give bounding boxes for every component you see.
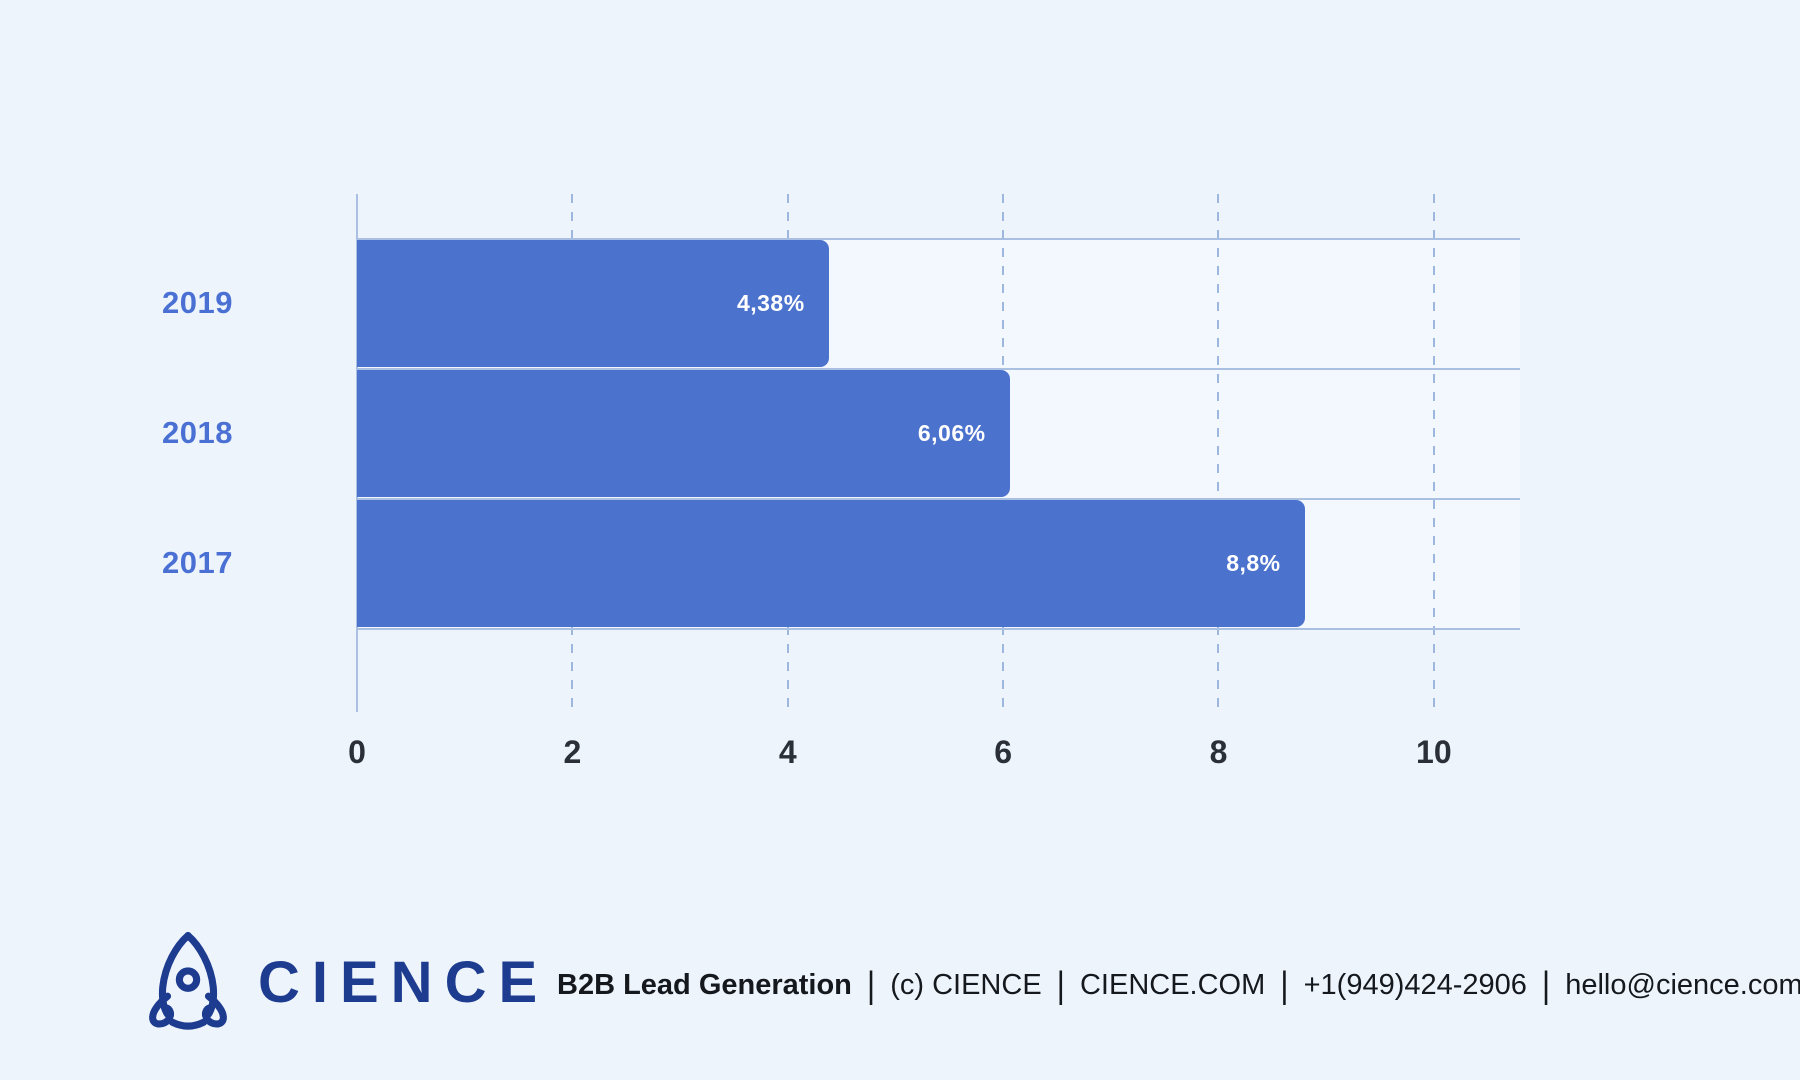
- footer-separator: |: [1056, 963, 1065, 1006]
- footer-info-line: B2B Lead Generation | (c) CIENCE | CIENC…: [557, 962, 1800, 1008]
- x-tick-label: 10: [1416, 734, 1452, 770]
- bar-2018: 6,06%: [357, 370, 1010, 497]
- gridline-horizontal: [357, 368, 1520, 370]
- footer-separator: |: [1541, 963, 1551, 1006]
- footer-website: CIENCE.COM: [1079, 968, 1266, 1001]
- y-axis-labels: 2019 2018 2017: [0, 194, 295, 712]
- category-label-2017: 2017: [162, 545, 233, 580]
- bar-2017: 8,8%: [357, 500, 1305, 627]
- bar-value-label: 4,38%: [736, 290, 805, 316]
- x-tick-label: 8: [1209, 734, 1228, 770]
- footer-copyright: (c) CIENCE: [890, 968, 1042, 1001]
- rocket-icon: [149, 931, 227, 1030]
- footer-tagline: B2B Lead Generation: [557, 968, 852, 1001]
- cience-logo: CIENCE: [140, 930, 549, 1034]
- brand-wordmark: CIENCE: [258, 949, 550, 1015]
- gridline-horizontal: [357, 498, 1520, 500]
- bar-value-label: 6,06%: [917, 420, 986, 446]
- x-tick-label: 4: [778, 734, 797, 770]
- gridline-horizontal: [357, 238, 1520, 240]
- footer-email: hello@cience.com: [1565, 968, 1800, 1001]
- x-tick-label: 2: [563, 734, 582, 770]
- gridline-horizontal: [357, 628, 1520, 630]
- x-tick-label: 6: [994, 734, 1013, 770]
- category-label-2019: 2019: [162, 285, 233, 320]
- gridline-vertical: [1217, 194, 1220, 712]
- gridline-vertical: [1432, 194, 1435, 712]
- footer-separator: |: [866, 963, 876, 1006]
- footer-phone: +1(949)424-2906: [1303, 968, 1527, 1001]
- footer-separator: |: [1280, 963, 1289, 1006]
- category-label-2018: 2018: [162, 415, 233, 450]
- bar-2019: 4,38%: [357, 240, 829, 367]
- bar-value-label: 8,8%: [1226, 550, 1281, 576]
- x-tick-label: 0: [348, 734, 366, 770]
- bar-chart-plot-area: 4,38% 6,06% 8,8% 0 2 4 6 8 10: [348, 194, 1520, 770]
